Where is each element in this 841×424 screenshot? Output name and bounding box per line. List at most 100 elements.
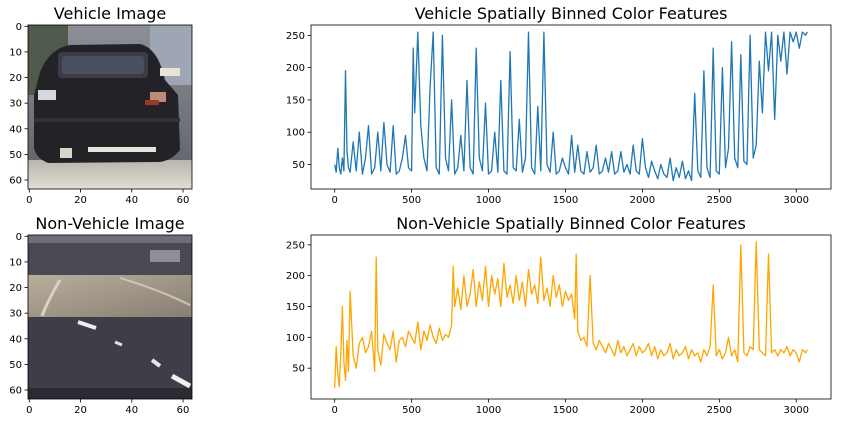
vehicle-image-ytick: 20 (9, 73, 28, 84)
svg-text:150: 150 (286, 95, 305, 106)
vehicle-features-ytick: 250 (286, 31, 311, 42)
svg-text:60: 60 (177, 405, 190, 416)
svg-text:10: 10 (9, 257, 22, 268)
non-vehicle-features-ytick: 200 (286, 271, 311, 282)
non-vehicle-features-xtick: 1500 (553, 399, 578, 416)
svg-text:0: 0 (16, 22, 22, 33)
svg-text:500: 500 (402, 195, 421, 206)
non-vehicle-image-ytick: 50 (9, 360, 28, 371)
non-vehicle-image-title: Non-Vehicle Image (35, 214, 185, 233)
vehicle-image-ytick: 40 (9, 124, 28, 135)
svg-text:1500: 1500 (553, 405, 578, 416)
non-vehicle-image-ytick: 0 (16, 232, 28, 243)
non-vehicle-image-xtick: 0 (26, 399, 32, 416)
svg-text:50: 50 (292, 364, 305, 375)
svg-text:20: 20 (74, 195, 87, 206)
svg-text:40: 40 (9, 124, 22, 135)
vehicle-features-xtick: 1500 (553, 189, 578, 206)
svg-text:30: 30 (9, 309, 22, 320)
vehicle-image (28, 25, 192, 189)
vehicle-features-ytick: 100 (286, 128, 311, 139)
vehicle-features-xtick: 500 (402, 189, 421, 206)
non-vehicle-image-ytick: 40 (9, 334, 28, 345)
vehicle-features-xtick: 2000 (630, 189, 655, 206)
vehicle-features-line (334, 31, 808, 182)
non-vehicle-image-frame (27, 234, 193, 400)
svg-text:50: 50 (9, 360, 22, 371)
svg-text:2500: 2500 (707, 405, 732, 416)
non-vehicle-features-line (334, 241, 808, 388)
svg-text:100: 100 (286, 128, 305, 139)
svg-text:3000: 3000 (784, 405, 809, 416)
vehicle-image-ytick: 10 (9, 47, 28, 58)
vehicle-image-ytick: 50 (9, 150, 28, 161)
non-vehicle-features-xtick: 1000 (476, 399, 501, 416)
svg-text:60: 60 (9, 386, 22, 397)
non-vehicle-image-xtick: 20 (74, 399, 87, 416)
svg-text:0: 0 (26, 405, 32, 416)
vehicle-image-ytick: 0 (16, 22, 28, 33)
non-vehicle-image-ytick: 30 (9, 309, 28, 320)
svg-text:40: 40 (125, 405, 138, 416)
svg-text:250: 250 (286, 31, 305, 42)
svg-text:30: 30 (9, 99, 22, 110)
vehicle-image-frame (27, 24, 193, 190)
vehicle-image-ytick: 30 (9, 99, 28, 110)
svg-text:50: 50 (292, 160, 305, 171)
vehicle-features-xtick: 1000 (476, 189, 501, 206)
svg-text:1500: 1500 (553, 195, 578, 206)
vehicle-features-xtick: 0 (332, 189, 338, 206)
svg-text:40: 40 (9, 334, 22, 345)
svg-text:0: 0 (332, 405, 338, 416)
non-vehicle-image-ytick: 10 (9, 257, 28, 268)
non-vehicle-features-xtick: 0 (332, 399, 338, 416)
svg-text:100: 100 (286, 333, 305, 344)
svg-text:1000: 1000 (476, 405, 501, 416)
non-vehicle-image-xtick: 60 (177, 399, 190, 416)
non-vehicle-features-title: Non-Vehicle Spatially Binned Color Featu… (396, 214, 746, 233)
vehicle-image-xtick: 0 (26, 189, 32, 206)
svg-text:0: 0 (26, 195, 32, 206)
non-vehicle-features-ytick: 250 (286, 240, 311, 251)
vehicle-image-ytick: 60 (9, 176, 28, 187)
non-vehicle-features-axes (310, 234, 832, 400)
svg-text:2500: 2500 (707, 195, 732, 206)
vehicle-image-xtick: 40 (125, 189, 138, 206)
non-vehicle-image-ytick: 20 (9, 283, 28, 294)
svg-text:500: 500 (402, 405, 421, 416)
svg-text:250: 250 (286, 240, 305, 251)
svg-text:10: 10 (9, 47, 22, 58)
svg-text:150: 150 (286, 302, 305, 313)
vehicle-image-xtick: 20 (74, 189, 87, 206)
vehicle-features-ytick: 200 (286, 63, 311, 74)
non-vehicle-features-xtick: 2000 (630, 399, 655, 416)
svg-text:200: 200 (286, 271, 305, 282)
non-vehicle-features-xtick: 3000 (784, 399, 809, 416)
svg-text:40: 40 (125, 195, 138, 206)
non-vehicle-image (28, 235, 192, 399)
vehicle-features-title: Vehicle Spatially Binned Color Features (414, 4, 728, 23)
svg-text:3000: 3000 (784, 195, 809, 206)
vehicle-image-title: Vehicle Image (53, 4, 167, 23)
vehicle-image-xtick: 60 (177, 189, 190, 206)
vehicle-features-xtick: 3000 (784, 189, 809, 206)
vehicle-features-ytick: 150 (286, 95, 311, 106)
svg-text:0: 0 (16, 232, 22, 243)
vehicle-features-ytick: 50 (292, 160, 311, 171)
non-vehicle-image-xtick: 40 (125, 399, 138, 416)
svg-text:200: 200 (286, 63, 305, 74)
svg-text:20: 20 (9, 73, 22, 84)
non-vehicle-features-xtick: 2500 (707, 399, 732, 416)
svg-text:2000: 2000 (630, 195, 655, 206)
vehicle-features-axes (310, 24, 832, 190)
non-vehicle-features-ytick: 50 (292, 364, 311, 375)
vehicle-features-xtick: 2500 (707, 189, 732, 206)
svg-text:60: 60 (177, 195, 190, 206)
svg-text:50: 50 (9, 150, 22, 161)
svg-text:20: 20 (74, 405, 87, 416)
non-vehicle-features-ytick: 150 (286, 302, 311, 313)
non-vehicle-features-ytick: 100 (286, 333, 311, 344)
svg-text:60: 60 (9, 176, 22, 187)
svg-text:1000: 1000 (476, 195, 501, 206)
